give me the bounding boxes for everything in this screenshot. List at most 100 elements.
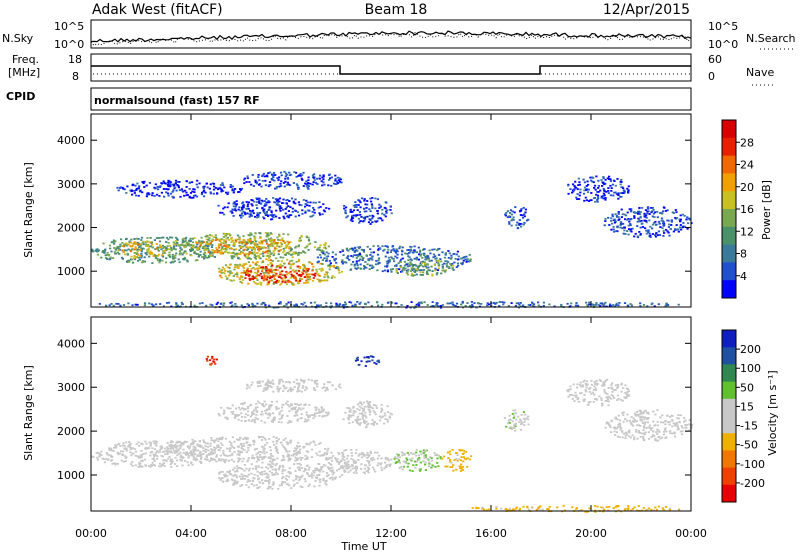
- heatmap-cell: [217, 438, 221, 440]
- heatmap-cell: [261, 252, 264, 255]
- heatmap-cell: [243, 264, 246, 267]
- heatmap-cell: [390, 249, 393, 252]
- heatmap-cell: [419, 468, 422, 471]
- heatmap-cell: [352, 204, 355, 207]
- heatmap-cell: [226, 277, 229, 280]
- heatmap-cell: [356, 209, 359, 211]
- heatmap-cell: [395, 461, 398, 463]
- heatmap-cell: [104, 458, 107, 460]
- heatmap-cell: [320, 408, 324, 411]
- heatmap-cell: [193, 458, 196, 461]
- heatmap-cell: [337, 179, 341, 181]
- nave-tick-low: 0: [708, 70, 715, 83]
- heatmap-cell: [193, 194, 196, 197]
- heatmap-cell: [183, 194, 186, 197]
- heatmap-cell: [358, 246, 362, 249]
- heatmap-cell: [135, 303, 138, 306]
- heatmap-cell: [168, 251, 171, 254]
- heatmap-cell: [308, 261, 311, 264]
- heatmap-cell: [331, 384, 334, 387]
- heatmap-cell: [346, 407, 349, 409]
- heatmap-cell: [338, 180, 342, 183]
- heatmap-cell: [415, 256, 418, 259]
- heatmap-cell: [407, 249, 410, 251]
- heatmap-cell: [339, 466, 343, 469]
- heatmap-cell: [328, 457, 331, 460]
- heatmap-cell: [248, 469, 251, 472]
- heatmap-cell: [286, 455, 289, 458]
- heatmap-cell: [114, 444, 117, 446]
- heatmap-cell: [404, 252, 407, 255]
- heatmap-cell: [329, 463, 332, 465]
- heatmap-cell: [161, 464, 165, 466]
- heatmap-cell: [168, 254, 171, 256]
- heatmap-cell: [322, 477, 325, 480]
- heatmap-cell: [267, 172, 270, 175]
- heatmap-cell: [256, 381, 259, 383]
- heatmap-cell: [149, 237, 152, 239]
- heatmap-cell: [268, 406, 271, 409]
- heatmap-cell: [325, 305, 328, 308]
- heatmap-cell: [385, 464, 388, 466]
- heatmap-cell: [262, 390, 265, 393]
- heatmap-cell: [294, 459, 297, 462]
- heatmap-cell: [312, 181, 315, 183]
- heatmap-cell: [179, 456, 182, 458]
- heatmap-cell: [212, 439, 215, 442]
- heatmap-cell: [227, 202, 230, 205]
- heatmap-cell: [240, 473, 243, 476]
- heatmap-cell: [350, 457, 353, 460]
- heatmap-cell: [287, 421, 290, 424]
- heatmap-cell: [249, 237, 252, 240]
- heatmap-cell: [211, 452, 214, 455]
- heatmap-cell: [302, 171, 305, 174]
- nsearch-series-line: [90, 32, 692, 47]
- heatmap-cell: [300, 275, 303, 277]
- heatmap-cell: [205, 456, 208, 459]
- heatmap-cell: [267, 201, 270, 204]
- heatmap-cell: [346, 467, 349, 470]
- heatmap-cell: [279, 271, 282, 273]
- heatmap-cell: [223, 240, 226, 242]
- heatmap-cell: [281, 270, 284, 273]
- heatmap-cell: [254, 282, 257, 285]
- heatmap-cell: [576, 304, 580, 307]
- heatmap-cell: [338, 177, 341, 180]
- heatmap-cell: [224, 416, 227, 419]
- heatmap-cell: [191, 190, 194, 193]
- heatmap-cell: [263, 200, 266, 202]
- heatmap-cell: [297, 260, 300, 263]
- heatmap-cell: [246, 249, 249, 251]
- heatmap-cell: [344, 461, 347, 464]
- heatmap-cell: [640, 219, 643, 222]
- heatmap-cell: [131, 304, 134, 307]
- heatmap-cell: [386, 251, 389, 254]
- heatmap-cell: [371, 197, 374, 199]
- heatmap-cell: [398, 247, 401, 250]
- heatmap-cell: [509, 209, 512, 212]
- heatmap-cell: [623, 226, 626, 229]
- heatmap-cell: [365, 207, 368, 209]
- heatmap-cell: [468, 254, 471, 256]
- heatmap-cell: [309, 242, 312, 245]
- heatmap-cell: [182, 244, 185, 247]
- heatmap-cell: [262, 445, 265, 448]
- heatmap-cell: [316, 183, 319, 185]
- heatmap-cell: [666, 219, 669, 222]
- heatmap-cell: [284, 279, 287, 282]
- heatmap-cell: [185, 191, 188, 194]
- heatmap-cell: [247, 261, 250, 264]
- heatmap-cell: [172, 189, 175, 192]
- heatmap-cell: [353, 251, 356, 253]
- heatmap-cell: [261, 268, 264, 271]
- heatmap-cell: [329, 262, 332, 265]
- heatmap-cell: [150, 465, 153, 467]
- heatmap-cell: [650, 207, 653, 209]
- heatmap-cell: [270, 420, 273, 423]
- heatmap-cell: [664, 304, 667, 307]
- heatmap-cell: [331, 469, 334, 472]
- heatmap-cell: [273, 278, 276, 280]
- heatmap-cell: [268, 206, 272, 209]
- heatmap-cell: [256, 214, 259, 217]
- heatmap-cell: [199, 444, 202, 447]
